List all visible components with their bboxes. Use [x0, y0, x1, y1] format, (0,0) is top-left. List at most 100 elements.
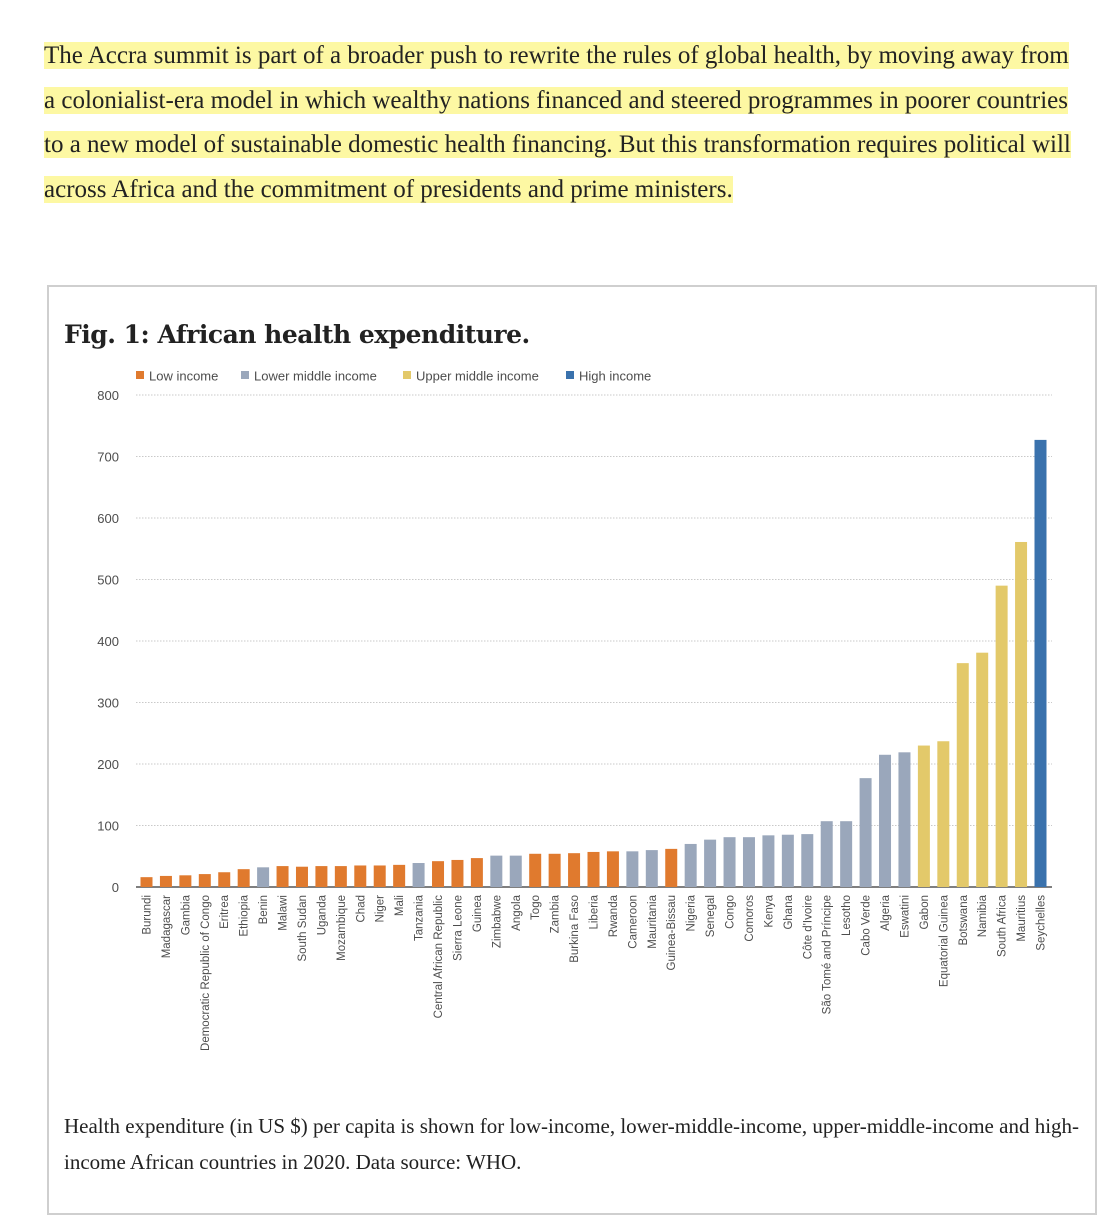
x-tick-label: Tanzania: [414, 894, 426, 941]
bar: [665, 848, 678, 887]
bar: [470, 858, 483, 887]
x-tick-label: Benin: [258, 895, 270, 924]
chart-legend: Low income Lower middle income Upper middl…: [136, 369, 651, 384]
x-tick-label: Burundi: [142, 895, 154, 935]
bar: [704, 839, 717, 887]
x-tick-label: Guinea: [472, 894, 484, 932]
x-tick-label: Mauritania: [647, 894, 659, 948]
x-tick-label: Democratic Republic of Congo: [200, 895, 212, 1051]
x-tick-label: Togo: [530, 895, 542, 920]
bar: [606, 851, 619, 887]
y-tick-label: 400: [97, 634, 119, 649]
y-tick-label: 500: [97, 573, 119, 588]
x-tick-label: Burkina Faso: [569, 895, 581, 963]
x-tick-label: Guinea-Bissau: [666, 895, 678, 970]
bar: [432, 861, 445, 887]
bar: [781, 834, 794, 887]
x-tick-label: Cabo Verde: [861, 895, 873, 956]
legend-swatch: [403, 371, 411, 379]
legend-swatch: [241, 371, 249, 379]
x-tick-label: Senegal: [705, 895, 717, 937]
x-tick-label: Namibia: [977, 894, 989, 937]
bar: [684, 843, 697, 887]
bar: [801, 834, 814, 887]
bar: [218, 872, 231, 887]
bar: [315, 866, 328, 887]
bar: [587, 851, 600, 887]
bar: [257, 867, 270, 887]
bar: [198, 874, 211, 887]
x-tick-label: São Tomé and Príncipe: [822, 895, 834, 1014]
x-tick-label: Chad: [355, 895, 367, 923]
x-tick-label: Gambia: [180, 894, 192, 935]
y-tick-label: 600: [97, 511, 119, 526]
x-tick-label: Niger: [375, 895, 387, 923]
x-tick-label: Liberia: [589, 894, 601, 929]
x-tick-label: Mozambique: [336, 895, 348, 961]
bar: [820, 821, 833, 887]
bar: [548, 853, 561, 887]
x-tick-label: Zambia: [550, 894, 562, 933]
x-tick-label: Malawi: [278, 895, 290, 931]
bar: [917, 745, 930, 887]
x-tick-label: Nigeria: [686, 894, 698, 931]
grid-lines: [136, 394, 1052, 888]
x-tick-label: Equatorial Guinea: [938, 894, 950, 987]
bar: [373, 865, 386, 887]
x-tick-label: Gabon: [919, 895, 931, 930]
x-tick-label: Seychelles: [1036, 895, 1048, 951]
legend-swatch: [566, 371, 574, 379]
x-tick-label: Algeria: [880, 894, 892, 930]
article-paragraph: The Accra summit is part of a broader pu…: [44, 34, 1084, 212]
x-tick-label: Sierra Leone: [452, 895, 464, 961]
x-tick-label: Zimbabwe: [491, 895, 503, 948]
bar: [995, 585, 1008, 887]
bar: [568, 853, 581, 887]
bar: [645, 850, 658, 887]
bars: [140, 439, 1047, 887]
x-tick-label: Kenya: [763, 894, 775, 927]
bar: [490, 855, 503, 887]
x-tick-label: Ethiopia: [239, 894, 251, 936]
legend-label: High income: [579, 369, 651, 384]
y-tick-label: 300: [97, 696, 119, 711]
x-tick-label: Lesotho: [841, 895, 853, 936]
x-tick-label: Congo: [725, 895, 737, 929]
bar: [1034, 439, 1047, 887]
x-tick-label: South Sudan: [297, 895, 309, 962]
bar: [334, 866, 347, 887]
bar: [742, 837, 755, 887]
y-tick-label: 800: [97, 388, 119, 403]
bar: [976, 652, 989, 887]
bar: [179, 875, 192, 887]
bar: [879, 754, 892, 887]
bar: [159, 875, 172, 887]
bar: [840, 821, 853, 887]
bar: [393, 864, 406, 887]
bar: [956, 663, 969, 887]
x-tick-label: Botswana: [958, 894, 970, 945]
bar: [237, 869, 250, 887]
x-tick-label: Côte d'Ivoire: [802, 895, 814, 959]
y-tick-label: 0: [112, 880, 119, 895]
bar: [723, 837, 736, 887]
x-tick-label: Central African Republic: [433, 895, 445, 1019]
x-tick-label: Rwanda: [608, 894, 620, 937]
bar-chart: 0 100 200 300 400 500 600 700 800 Burundi Madagas…: [97, 369, 1052, 1051]
bar: [276, 866, 289, 887]
bar: [140, 877, 153, 887]
bar: [451, 859, 464, 887]
y-axis-ticks: 0 100 200 300 400 500 600 700 800: [97, 388, 119, 895]
bar: [529, 853, 542, 887]
x-axis-labels: Burundi Madagascar Gambia Democratic Republ…: [142, 894, 1048, 1051]
legend-label: Lower middle income: [254, 369, 377, 384]
bar: [354, 865, 367, 887]
x-tick-label: Cameroon: [627, 895, 639, 949]
x-tick-label: South Africa: [997, 894, 1009, 957]
bar: [626, 851, 639, 887]
legend-swatch: [136, 371, 144, 379]
x-tick-label: Eritrea: [219, 894, 231, 928]
bar: [937, 741, 950, 887]
x-tick-label: Eswatini: [899, 895, 911, 938]
bar: [1015, 541, 1028, 887]
